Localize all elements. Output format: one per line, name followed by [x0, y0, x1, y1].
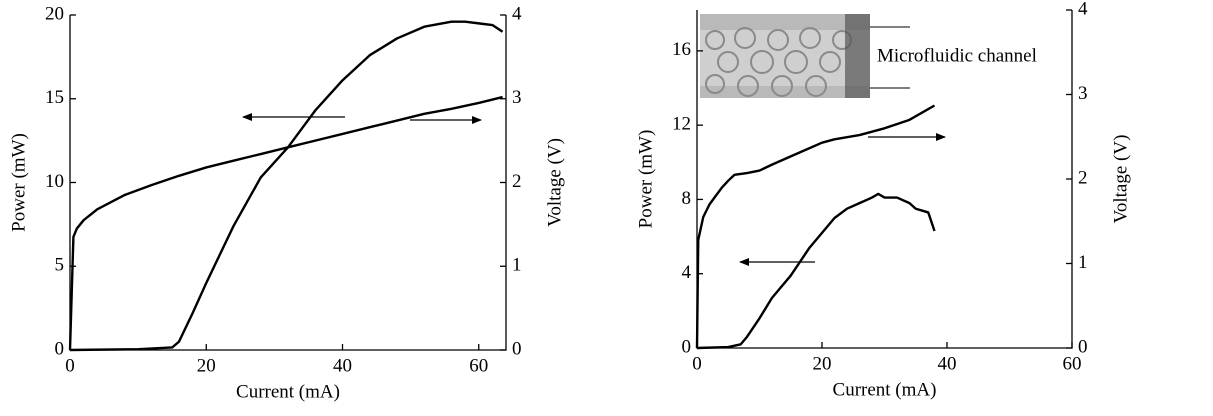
y2-tick-label: 0 [512, 338, 522, 359]
y-tick-label: 12 [672, 114, 691, 135]
y2-tick-label: 3 [1078, 83, 1088, 104]
y-tick-label: 5 [55, 255, 65, 276]
data-line [69, 20, 504, 352]
axis-line [69, 15, 507, 351]
y-tick-label: 4 [682, 262, 692, 283]
x-tick-label: 60 [1063, 353, 1082, 374]
y2-axis-label: Voltage (V) [1110, 135, 1131, 224]
y2-axis-label: Voltage (V) [544, 138, 565, 227]
y2-tick-label: 2 [1078, 167, 1088, 188]
y-tick-label: 0 [55, 338, 65, 359]
y-tick-label: 16 [672, 39, 691, 60]
y-tick-label: 0 [682, 336, 692, 357]
y-tick-label: 20 [45, 3, 64, 24]
y-axis-label: Power (mW) [635, 130, 656, 229]
x-tick-label: 40 [333, 355, 352, 376]
x-axis-label: Current (mA) [236, 381, 340, 402]
x-axis-label: Current (mA) [833, 379, 937, 400]
x-tick-label: 0 [65, 355, 75, 376]
y-tick-label: 15 [45, 87, 64, 108]
x-tick-label: 20 [813, 353, 832, 374]
x-tick-label: 0 [692, 353, 702, 374]
annotation: Microfluidic channel [877, 45, 1037, 66]
inset-image [700, 14, 870, 98]
y-tick-label: 8 [682, 188, 692, 209]
y2-tick-label: 1 [512, 255, 522, 276]
data-line [696, 192, 936, 350]
y2-tick-label: 4 [512, 3, 522, 24]
x-tick-label: 60 [469, 355, 488, 376]
y-tick-label: 10 [45, 171, 64, 192]
y-axis-label: Power (mW) [8, 133, 29, 232]
data-line [68, 95, 503, 351]
x-tick-label: 40 [938, 353, 957, 374]
y2-tick-label: 4 [1078, 0, 1088, 19]
data-line [695, 104, 936, 349]
y2-tick-label: 1 [1078, 252, 1088, 273]
y2-tick-label: 2 [512, 171, 522, 192]
x-tick-label: 20 [197, 355, 216, 376]
y2-tick-label: 0 [1078, 336, 1088, 357]
y2-tick-label: 3 [512, 87, 522, 108]
